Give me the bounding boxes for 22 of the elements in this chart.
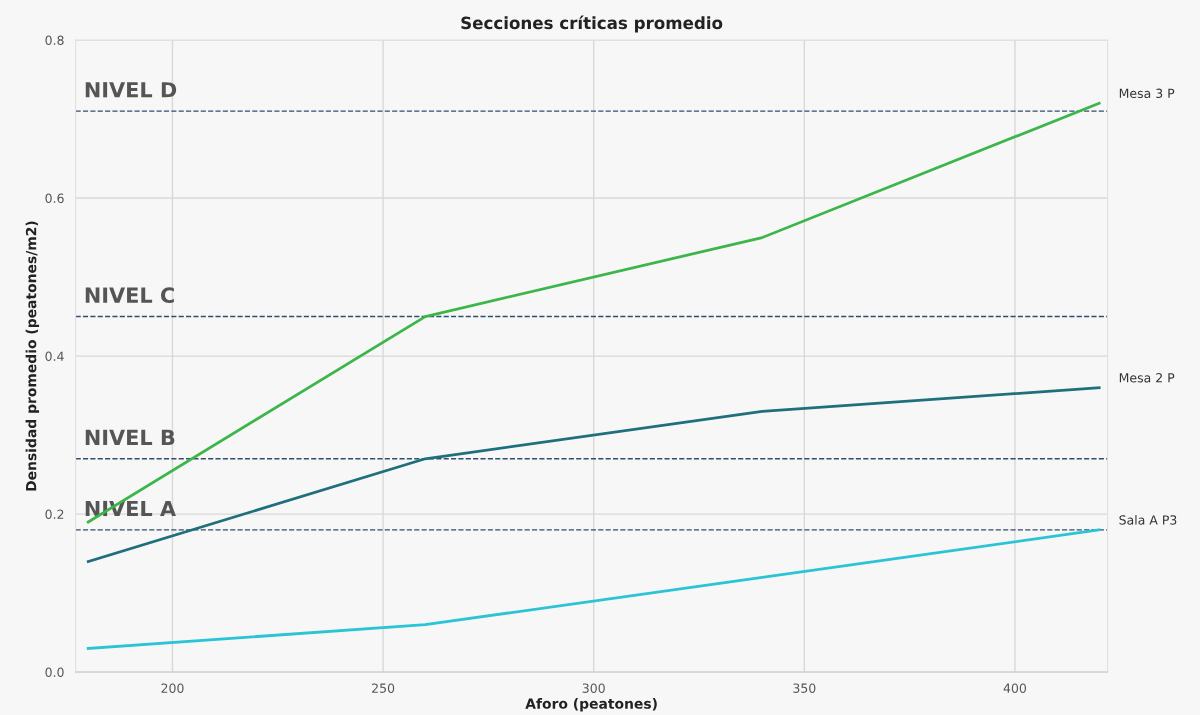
x-axis-title: Aforo (peatones) (525, 698, 657, 712)
series-label: Sala A P3 (1119, 515, 1177, 525)
x-tick-label: 250 (372, 683, 395, 693)
y-tick-label: 0.6 (45, 193, 64, 203)
line-series (86, 101, 1101, 524)
ref-line-label: NIVEL C (85, 287, 174, 304)
y-tick-label: 0.8 (45, 35, 64, 45)
x-tick-label: 400 (1003, 683, 1027, 693)
chart-title: Secciones críticas promedio (461, 15, 723, 33)
y-tick-label: 0.0 (45, 667, 64, 678)
x-tick-label: 350 (793, 683, 816, 693)
y-tick-label: 0.2 (45, 509, 64, 520)
series-label: Mesa 3 P (1119, 88, 1175, 99)
y-axis-title: Densidad promedio (peatones/m2) (25, 221, 40, 491)
x-tick-label: 200 (161, 683, 184, 693)
ref-line-label: NIVEL B (85, 429, 175, 445)
line-series (86, 528, 1101, 650)
line-series (86, 386, 1101, 563)
x-tick-label: 300 (582, 683, 605, 693)
ref-line-label: NIVEL D (85, 82, 177, 98)
series-label: Mesa 2 P (1119, 373, 1175, 383)
y-tick-label: 0.4 (45, 351, 64, 361)
